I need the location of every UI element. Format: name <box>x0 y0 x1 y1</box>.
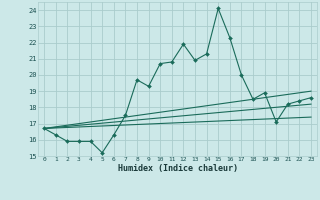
X-axis label: Humidex (Indice chaleur): Humidex (Indice chaleur) <box>118 164 238 173</box>
